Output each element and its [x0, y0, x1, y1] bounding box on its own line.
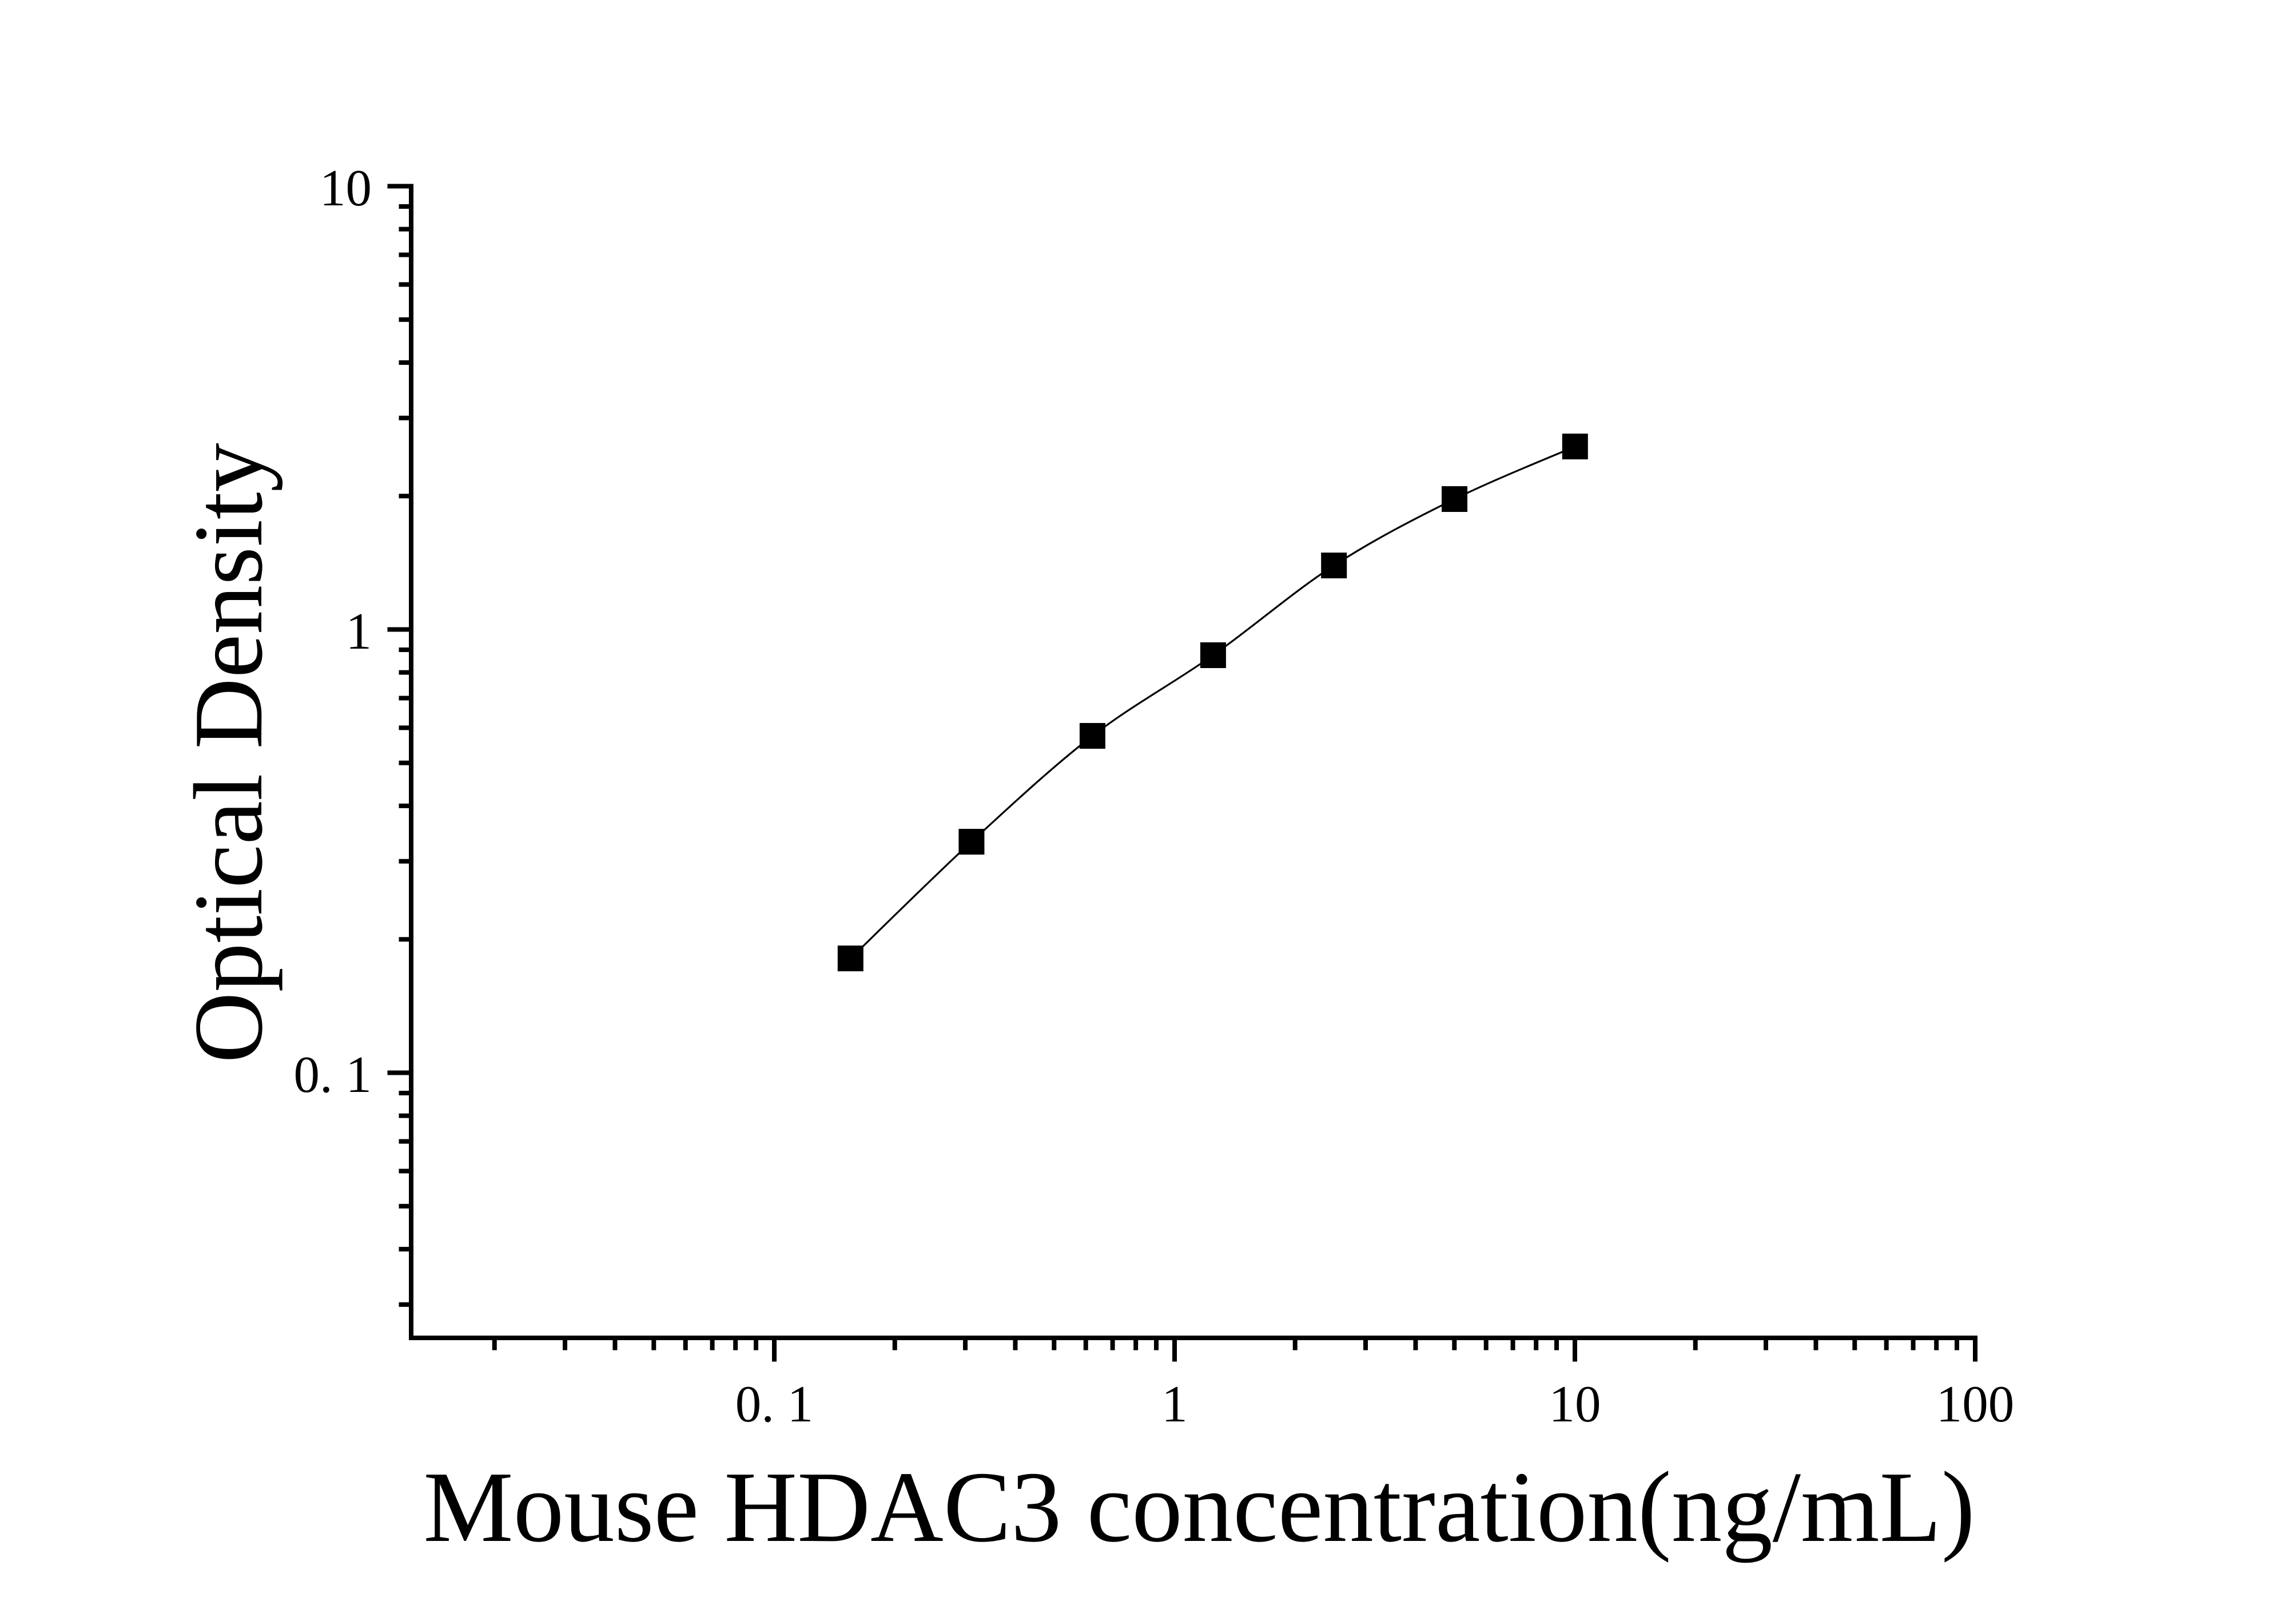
svg-text:1: 1 [1161, 1375, 1188, 1433]
svg-text:0. 1: 0. 1 [735, 1375, 814, 1433]
svg-text:Mouse HDAC3 concentration(ng/m: Mouse HDAC3 concentration(ng/mL) [423, 1451, 1975, 1563]
svg-text:1: 1 [346, 602, 372, 660]
svg-text:10: 10 [320, 159, 372, 217]
svg-text:100: 100 [1936, 1375, 2015, 1433]
svg-text:Optical Density: Optical Density [174, 443, 283, 1063]
svg-text:10: 10 [1549, 1375, 1601, 1433]
svg-text:0. 1: 0. 1 [294, 1046, 372, 1103]
